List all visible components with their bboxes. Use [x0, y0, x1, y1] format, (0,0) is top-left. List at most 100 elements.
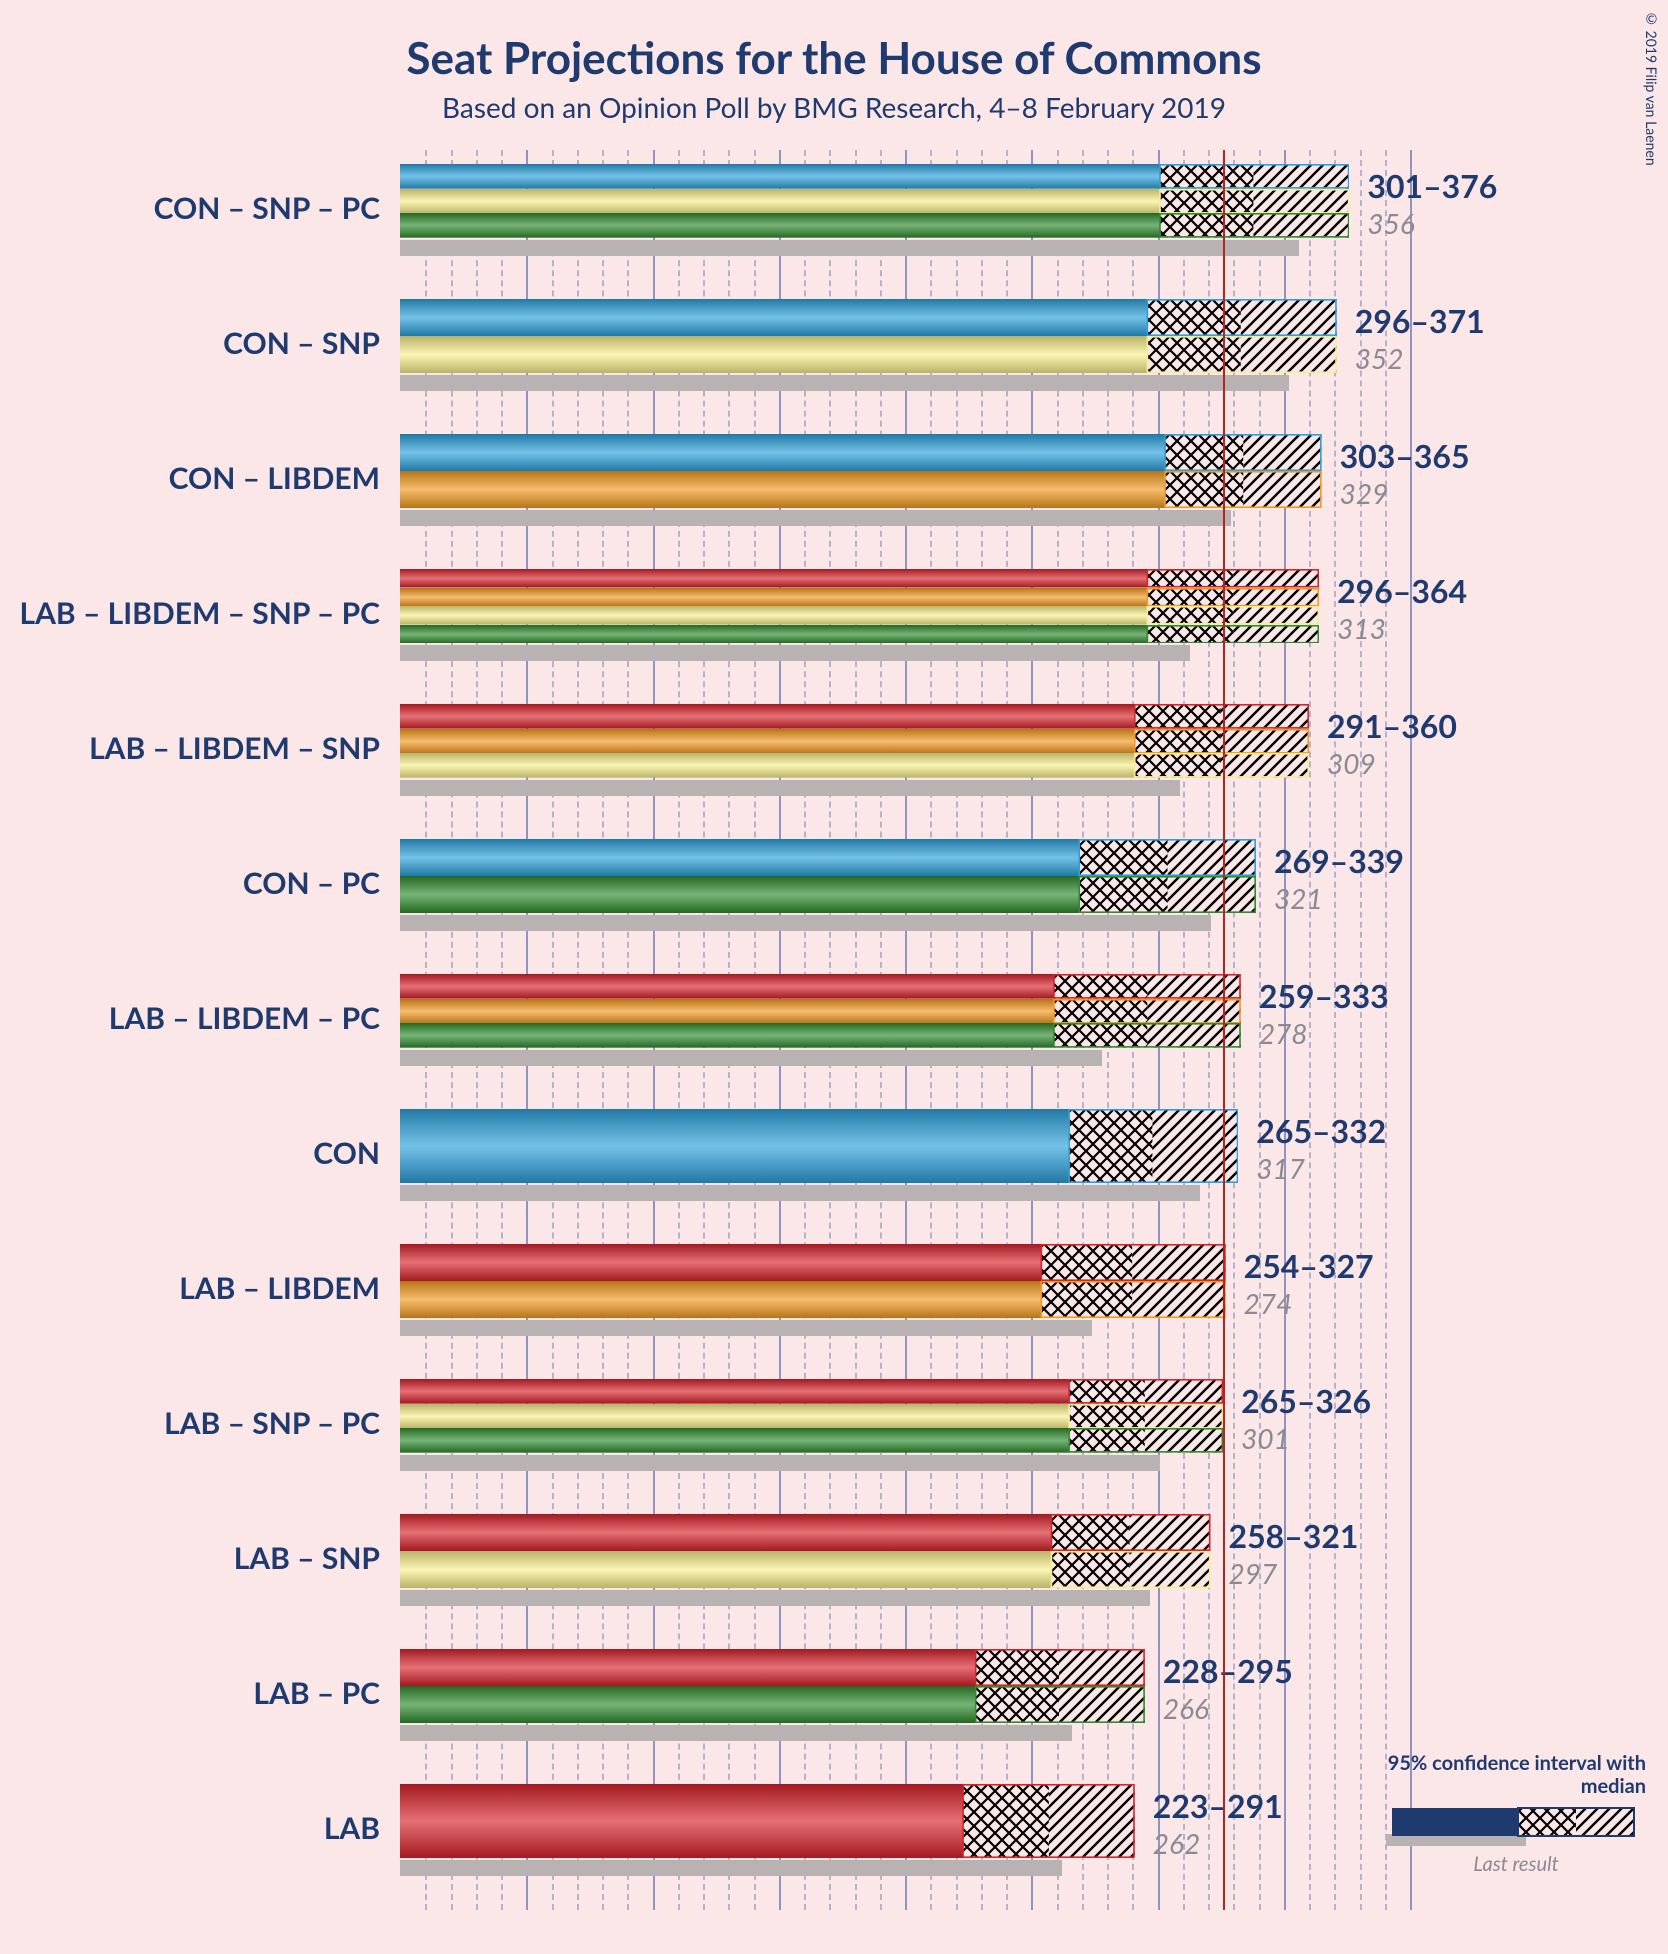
range-label: 296–364 — [1337, 571, 1467, 610]
party-stripe — [400, 753, 1309, 778]
coalition-row: CON 265–332317 — [400, 1095, 1410, 1215]
party-stripe — [400, 588, 1319, 607]
coalition-row: CON – SNP — [400, 285, 1410, 405]
coalition-label: CON – LIBDEM — [0, 460, 380, 496]
range-label: 301–376 — [1367, 166, 1497, 205]
party-stripe — [400, 1244, 1226, 1281]
party-stripe — [400, 876, 1256, 913]
projection-bar — [400, 1514, 1211, 1588]
party-stripe — [400, 1379, 1223, 1404]
party-stripe — [400, 1649, 1145, 1686]
coalition-row: CON – PC — [400, 825, 1410, 945]
party-stripe — [400, 606, 1319, 625]
party-stripe — [400, 1686, 1145, 1723]
range-label: 291–360 — [1327, 706, 1457, 745]
last-result-label: 266 — [1163, 1691, 1209, 1725]
last-result-label: 329 — [1340, 476, 1389, 510]
coalition-label: CON – SNP – PC — [0, 190, 380, 226]
projection-bar — [400, 1109, 1238, 1183]
last-result-label: 313 — [1337, 611, 1386, 645]
legend-last-label: Last result — [1386, 1852, 1646, 1876]
last-result-bar — [400, 1320, 1092, 1336]
party-stripe — [400, 189, 1349, 214]
projection-bar — [400, 299, 1337, 373]
projection-bar — [400, 839, 1256, 913]
coalition-label: LAB – LIBDEM — [0, 1270, 380, 1306]
last-result-bar — [400, 915, 1211, 931]
coalition-row: LAB – PC — [400, 1635, 1410, 1755]
copyright-text: © 2019 Filip van Laenen — [1643, 10, 1660, 166]
last-result-bar — [400, 240, 1299, 256]
last-result-bar — [400, 1185, 1200, 1201]
coalition-label: LAB — [0, 1810, 380, 1846]
projection-bar — [400, 704, 1309, 778]
coalition-label: LAB – LIBDEM – SNP — [0, 730, 380, 766]
last-result-bar — [400, 1860, 1062, 1876]
last-result-label: 301 — [1241, 1421, 1290, 1455]
last-result-bar — [400, 375, 1289, 391]
party-stripe — [400, 434, 1322, 471]
last-result-label: 274 — [1244, 1286, 1293, 1320]
legend-ci-title: 95% confidence interval with median — [1386, 1752, 1646, 1798]
party-stripe — [400, 336, 1337, 373]
coalition-label: LAB – SNP — [0, 1540, 380, 1576]
party-stripe — [400, 839, 1256, 876]
projection-bar — [400, 434, 1322, 508]
coalition-row: LAB – LIBDEM – SNP — [400, 690, 1410, 810]
party-stripe — [400, 999, 1241, 1024]
range-label: 223–291 — [1153, 1786, 1283, 1825]
range-label: 259–333 — [1259, 976, 1389, 1015]
coalition-label: CON — [0, 1135, 380, 1171]
range-label: 258–321 — [1229, 1516, 1359, 1555]
party-stripe — [400, 1023, 1241, 1048]
coalition-row: CON – LIBDEM — [400, 420, 1410, 540]
last-result-bar — [400, 1725, 1072, 1741]
range-label: 296–371 — [1355, 301, 1485, 340]
projection-bar — [400, 569, 1319, 643]
range-label: 303–365 — [1340, 436, 1470, 475]
chart-container: © 2019 Filip van Laenen Seat Projections… — [0, 0, 1668, 1954]
legend: 95% confidence interval with median Last… — [1386, 1752, 1646, 1876]
coalition-row: CON – SNP – PC — [400, 150, 1410, 270]
last-result-label: 321 — [1274, 881, 1323, 915]
party-stripe — [400, 1404, 1223, 1429]
party-stripe — [400, 471, 1322, 508]
last-result-label: 262 — [1153, 1826, 1200, 1860]
projection-bar — [400, 974, 1241, 1048]
coalition-row: LAB – LIBDEM – SNP – PC — [400, 555, 1410, 675]
coalition-row: LAB 223–291262 — [400, 1770, 1410, 1890]
range-label: 254–327 — [1244, 1246, 1374, 1285]
party-stripe — [400, 625, 1319, 644]
party-stripe — [400, 213, 1349, 238]
projection-bar — [400, 1244, 1226, 1318]
range-label: 228–295 — [1163, 1651, 1293, 1690]
party-stripe — [400, 1281, 1226, 1318]
legend-swatch — [1386, 1804, 1646, 1848]
chart-title: Seat Projections for the House of Common… — [0, 0, 1668, 84]
coalition-label: LAB – PC — [0, 1675, 380, 1711]
party-stripe — [400, 704, 1309, 729]
range-label: 265–326 — [1241, 1381, 1371, 1420]
projection-bar — [400, 1649, 1145, 1723]
last-result-label: 297 — [1229, 1556, 1278, 1590]
party-stripe — [400, 729, 1309, 754]
last-result-bar — [400, 1455, 1160, 1471]
majority-line — [1223, 150, 1225, 1910]
coalition-row: LAB – SNP – PC — [400, 1365, 1410, 1485]
last-result-bar — [400, 780, 1180, 796]
party-stripe — [400, 1514, 1211, 1551]
party-stripe — [400, 1428, 1223, 1453]
projection-bar — [400, 1379, 1223, 1453]
chart-rows: CON – SNP – PC — [400, 150, 1410, 1910]
coalition-row: LAB – LIBDEM – PC — [400, 960, 1410, 1080]
last-result-bar — [400, 645, 1190, 661]
last-result-label: 352 — [1355, 341, 1404, 375]
last-result-bar — [400, 1050, 1102, 1066]
coalition-row: LAB – LIBDEM — [400, 1230, 1410, 1350]
last-result-label: 356 — [1367, 206, 1414, 240]
coalition-label: LAB – LIBDEM – PC — [0, 1000, 380, 1036]
last-result-label: 309 — [1327, 746, 1376, 780]
range-label: 265–332 — [1256, 1111, 1386, 1150]
coalition-row: LAB – SNP — [400, 1500, 1410, 1620]
party-stripe — [400, 974, 1241, 999]
